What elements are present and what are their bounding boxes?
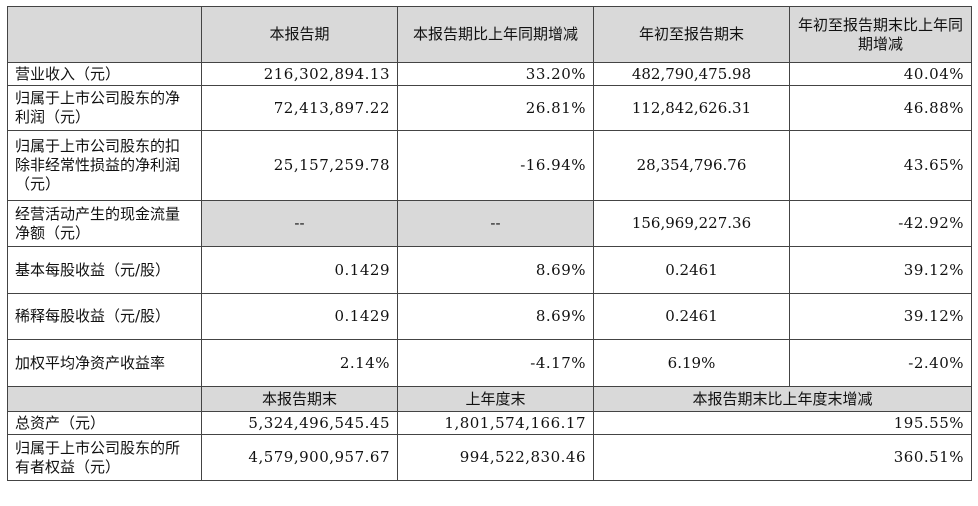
- cell-value: 156,969,227.36: [593, 200, 790, 247]
- row-label: 归属于上市公司股东的净利润（元）: [7, 85, 202, 131]
- cell-value: 43.65%: [789, 130, 972, 201]
- row-label: 营业收入（元）: [7, 62, 202, 86]
- cell-value: 39.12%: [789, 293, 972, 340]
- cell-value: 994,522,830.46: [397, 434, 594, 481]
- table-row: 经营活动产生的现金流量净额（元） -- -- 156,969,227.36 -4…: [7, 200, 972, 247]
- row-label: 稀释每股收益（元/股）: [7, 293, 202, 340]
- cell-value: 0.2461: [593, 293, 790, 340]
- row-label: 总资产（元）: [7, 411, 202, 435]
- table-row: 归属于上市公司股东的所有者权益（元） 4,579,900,957.67 994,…: [7, 434, 972, 481]
- header-corner-cell: [7, 6, 202, 63]
- cell-value: 112,842,626.31: [593, 85, 790, 131]
- cell-value: 33.20%: [397, 62, 594, 86]
- cell-value: -42.92%: [789, 200, 972, 247]
- cell-value-na: --: [397, 200, 594, 247]
- row-label: 归属于上市公司股东的所有者权益（元）: [7, 434, 202, 481]
- cell-value: -2.40%: [789, 339, 972, 387]
- cell-value: -16.94%: [397, 130, 594, 201]
- row-label: 经营活动产生的现金流量净额（元）: [7, 200, 202, 247]
- header-current-period: 本报告期: [201, 6, 398, 63]
- table-row: 归属于上市公司股东的扣除非经常性损益的净利润（元） 25,157,259.78 …: [7, 130, 972, 201]
- table-row: 稀释每股收益（元/股） 0.1429 8.69% 0.2461 39.12%: [7, 293, 972, 340]
- table-row: 营业收入（元） 216,302,894.13 33.20% 482,790,47…: [7, 62, 972, 86]
- cell-value: 2.14%: [201, 339, 398, 387]
- cell-value: 0.1429: [201, 246, 398, 294]
- header-year-to-date: 年初至报告期末: [593, 6, 790, 63]
- row-label: 加权平均净资产收益率: [7, 339, 202, 387]
- row-label: 归属于上市公司股东的扣除非经常性损益的净利润（元）: [7, 130, 202, 201]
- cell-value: 25,157,259.78: [201, 130, 398, 201]
- table-row: 加权平均净资产收益率 2.14% -4.17% 6.19% -2.40%: [7, 339, 972, 387]
- table-row: 基本每股收益（元/股） 0.1429 8.69% 0.2461 39.12%: [7, 246, 972, 294]
- cell-value-na: --: [201, 200, 398, 247]
- cell-value: 40.04%: [789, 62, 972, 86]
- cell-value: 39.12%: [789, 246, 972, 294]
- key-financial-data-table: 本报告期 本报告期比上年同期增减 年初至报告期末 年初至报告期末比上年同期增减 …: [7, 6, 972, 481]
- cell-value: 216,302,894.13: [201, 62, 398, 86]
- header-period-end-change: 本报告期末比上年度末增减: [593, 386, 972, 412]
- cell-value: 8.69%: [397, 293, 594, 340]
- header-corner-cell: [7, 386, 202, 412]
- header-current-period-yoy: 本报告期比上年同期增减: [397, 6, 594, 63]
- cell-value: 4,579,900,957.67: [201, 434, 398, 481]
- table-row: 总资产（元） 5,324,496,545.45 1,801,574,166.17…: [7, 411, 972, 435]
- header-row-period: 本报告期 本报告期比上年同期增减 年初至报告期末 年初至报告期末比上年同期增减: [7, 6, 972, 63]
- cell-value: 6.19%: [593, 339, 790, 387]
- cell-value: 72,413,897.22: [201, 85, 398, 131]
- cell-value: 28,354,796.76: [593, 130, 790, 201]
- header-period-end: 本报告期末: [201, 386, 398, 412]
- cell-value: 1,801,574,166.17: [397, 411, 594, 435]
- cell-value: 0.1429: [201, 293, 398, 340]
- row-label: 基本每股收益（元/股）: [7, 246, 202, 294]
- cell-value: 360.51%: [593, 434, 972, 481]
- cell-value: 0.2461: [593, 246, 790, 294]
- cell-value: 26.81%: [397, 85, 594, 131]
- cell-value: 195.55%: [593, 411, 972, 435]
- cell-value: -4.17%: [397, 339, 594, 387]
- cell-value: 482,790,475.98: [593, 62, 790, 86]
- header-prior-year-end: 上年度末: [397, 386, 594, 412]
- cell-value: 8.69%: [397, 246, 594, 294]
- table-row: 归属于上市公司股东的净利润（元） 72,413,897.22 26.81% 11…: [7, 85, 972, 131]
- header-row-period-end: 本报告期末 上年度末 本报告期末比上年度末增减: [7, 386, 972, 412]
- financial-table-container: 本报告期 本报告期比上年同期增减 年初至报告期末 年初至报告期末比上年同期增减 …: [7, 6, 972, 481]
- cell-value: 46.88%: [789, 85, 972, 131]
- header-year-to-date-yoy: 年初至报告期末比上年同期增减: [789, 6, 972, 63]
- cell-value: 5,324,496,545.45: [201, 411, 398, 435]
